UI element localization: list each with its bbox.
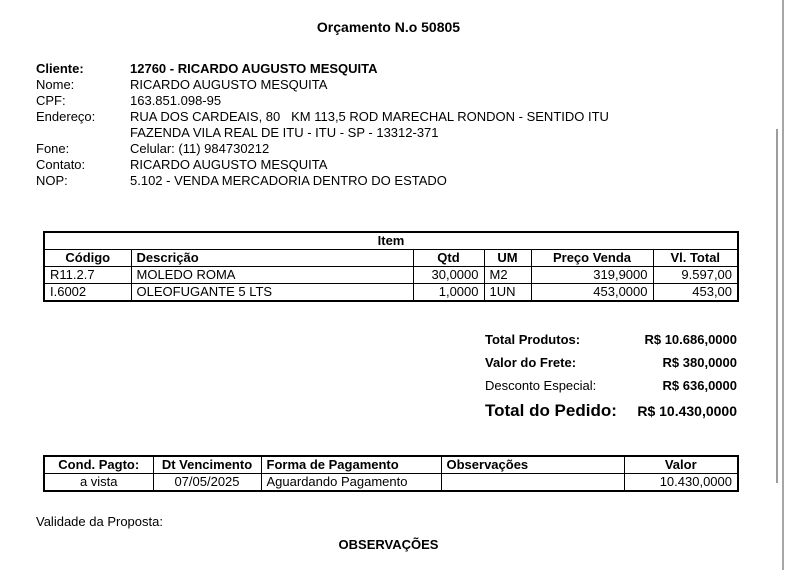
order-total-label: Total do Pedido:	[485, 401, 617, 420]
client-info: Cliente: 12760 - RICARDO AUGUSTO MESQUIT…	[36, 61, 609, 189]
column-header-descricao: Descrição	[130, 249, 414, 267]
item-qtd: 1,0000	[412, 283, 485, 302]
special-discount-row: Desconto Especial: R$ 636,0000	[485, 378, 737, 394]
payment-valor: 10.430,0000	[623, 473, 739, 492]
item-vl-total: 453,00	[652, 283, 739, 302]
client-address-line2: FAZENDA VILA REAL DE ITU - ITU - SP - 13…	[130, 125, 439, 140]
items-table: Item Código Descrição Qtd UM Preço Venda…	[43, 231, 740, 302]
client-address-label: Endereço:	[36, 109, 96, 124]
item-preco-venda: 319,9000	[530, 266, 654, 284]
item-preco-venda: 453,0000	[530, 283, 654, 302]
item-vl-total: 9.597,00	[652, 266, 739, 284]
payment-forma-pagamento: Aguardando Pagamento	[260, 473, 442, 492]
client-phone-label: Fone:	[36, 141, 70, 156]
payment-cond-pagto: a vista	[43, 473, 154, 492]
item-codigo: R11.2.7	[43, 266, 132, 284]
column-header-valor: Valor	[623, 455, 739, 474]
column-header-preco-venda: Preço Venda	[530, 249, 654, 267]
items-table-group-title: Item	[43, 231, 739, 250]
freight-value-value: R$ 380,0000	[662, 355, 737, 370]
client-cpf-label: CPF:	[36, 93, 66, 108]
items-table-header-row: Código Descrição Qtd UM Preço Venda Vl. …	[43, 249, 739, 267]
column-header-vl-total: Vl. Total	[652, 249, 739, 267]
client-code-value: 12760 - RICARDO AUGUSTO MESQUITA	[130, 61, 378, 76]
items-table-group-header: Item	[43, 231, 739, 250]
item-um: M2	[483, 266, 532, 284]
column-header-um: UM	[483, 249, 532, 267]
client-contact-label: Contato:	[36, 157, 86, 172]
table-row: R11.2.7 MOLEDO ROMA 30,0000 M2 319,9000 …	[43, 266, 739, 284]
observations-title: OBSERVAÇÕES	[338, 537, 439, 552]
client-address-value: RUA DOS CARDEAIS, 80 KM 113,5 ROD MARECH…	[130, 109, 609, 141]
item-qtd: 30,0000	[412, 266, 485, 284]
freight-value-row: Valor do Frete: R$ 380,0000	[485, 355, 737, 371]
payment-table-header-row: Cond. Pagto: Dt Vencimento Forma de Paga…	[43, 455, 739, 474]
payment-table: Cond. Pagto: Dt Vencimento Forma de Paga…	[43, 455, 739, 492]
special-discount-value: R$ 636,0000	[662, 378, 737, 393]
column-header-cond-pagto: Cond. Pagto:	[43, 455, 154, 474]
column-header-dt-vencimento: Dt Vencimento	[152, 455, 262, 474]
client-name-label: Nome:	[36, 77, 75, 92]
table-row: a vista 07/05/2025 Aguardando Pagamento …	[43, 473, 739, 492]
client-nop-value: 5.102 - VENDA MERCADORIA DENTRO DO ESTAD…	[130, 173, 447, 188]
page-right-border	[782, 0, 784, 570]
freight-value-label: Valor do Frete:	[485, 355, 577, 370]
column-header-codigo: Código	[43, 249, 132, 267]
order-total-value: R$ 10.430,0000	[637, 403, 737, 419]
order-total-row: Total do Pedido: R$ 10.430,0000	[485, 401, 737, 421]
scrollbar-thumb[interactable]	[776, 129, 778, 483]
item-codigo: I.6002	[43, 283, 132, 302]
client-nop-label: NOP:	[36, 173, 68, 188]
proposal-validity-label: Validade da Proposta:	[36, 514, 163, 529]
item-um: 1UN	[483, 283, 532, 302]
column-header-observacoes: Observações	[440, 455, 625, 474]
client-phone-value: Celular: (11) 984730212	[130, 141, 270, 156]
total-products-value: R$ 10.686,0000	[644, 332, 737, 347]
total-products-row: Total Produtos: R$ 10.686,0000	[485, 332, 737, 348]
item-descricao: OLEOFUGANTE 5 LTS	[130, 283, 414, 302]
column-header-forma-pagamento: Forma de Pagamento	[260, 455, 442, 474]
payment-observacoes	[440, 473, 625, 492]
client-address-line1: RUA DOS CARDEAIS, 80 KM 113,5 ROD MARECH…	[130, 109, 609, 124]
client-contact-value: RICARDO AUGUSTO MESQUITA	[130, 157, 328, 172]
special-discount-label: Desconto Especial:	[485, 378, 597, 393]
page-title: Orçamento N.o 50805	[316, 19, 461, 35]
totals-summary: Total Produtos: R$ 10.686,0000 Valor do …	[485, 332, 737, 421]
total-products-label: Total Produtos:	[485, 332, 581, 347]
payment-dt-vencimento: 07/05/2025	[152, 473, 262, 492]
client-code-label: Cliente:	[36, 61, 84, 76]
client-name-value: RICARDO AUGUSTO MESQUITA	[130, 77, 328, 92]
client-cpf-value: 163.851.098-95	[130, 93, 222, 108]
column-header-qtd: Qtd	[412, 249, 485, 267]
item-descricao: MOLEDO ROMA	[130, 266, 414, 284]
table-row: I.6002 OLEOFUGANTE 5 LTS 1,0000 1UN 453,…	[43, 283, 739, 302]
